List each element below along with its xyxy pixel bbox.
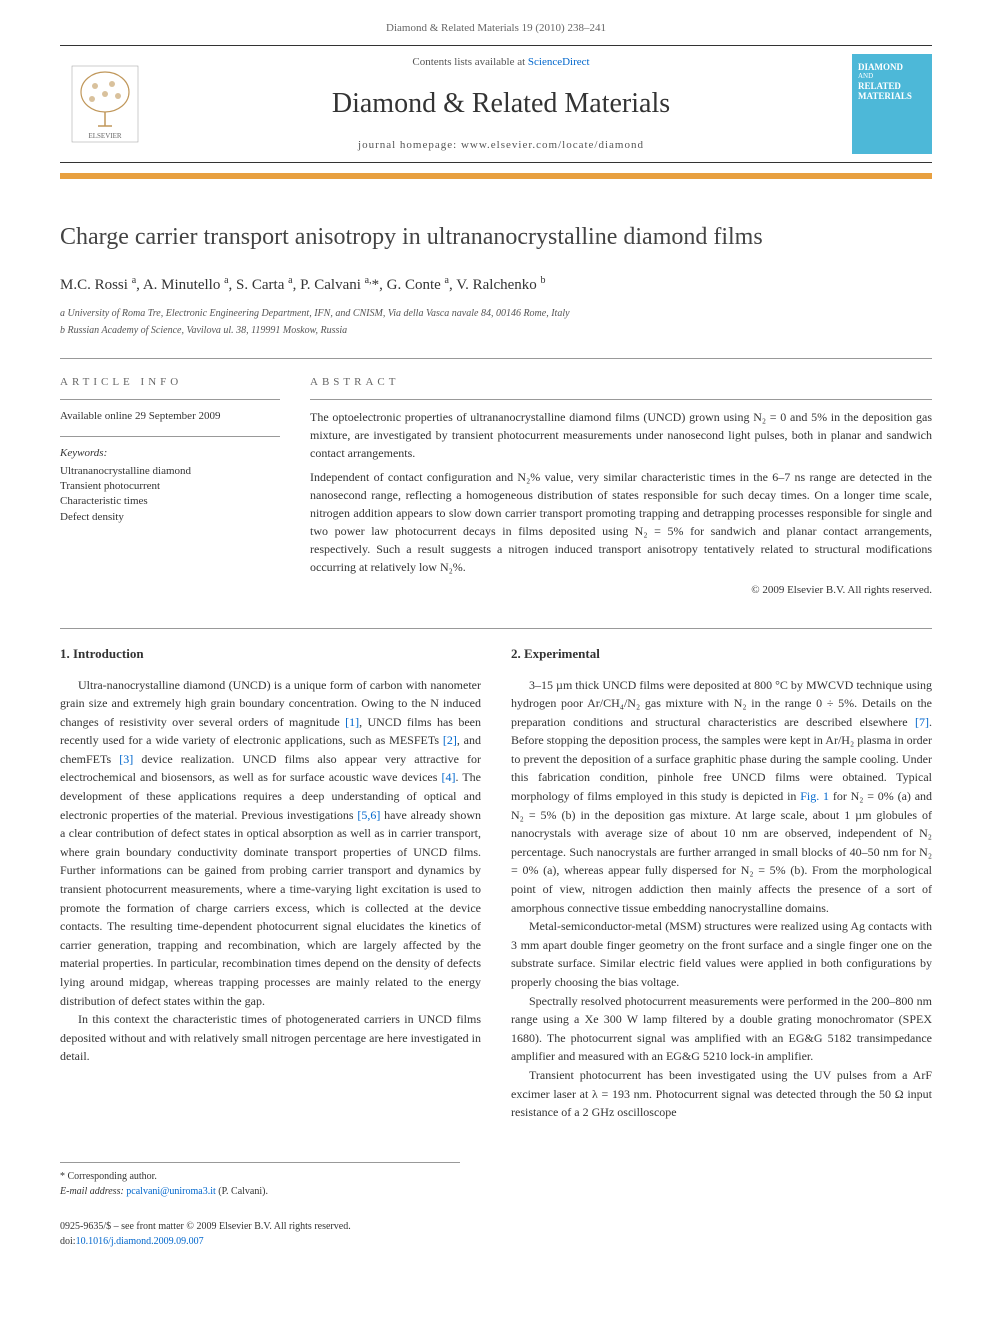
- journal-title: Diamond & Related Materials: [150, 83, 852, 125]
- cover-word-1: DIAMOND: [858, 62, 926, 73]
- doi-prefix: doi:: [60, 1236, 76, 1247]
- doi-link[interactable]: 10.1016/j.diamond.2009.09.007: [76, 1236, 204, 1247]
- affiliations: a University of Roma Tre, Electronic Eng…: [60, 306, 932, 338]
- body-paragraph: Metal-semiconductor-metal (MSM) structur…: [511, 917, 932, 991]
- issn-copyright-line: 0925-9635/$ – see front matter © 2009 El…: [60, 1219, 932, 1234]
- keyword: Ultrananocrystalline diamond: [60, 464, 280, 479]
- author-email-link[interactable]: pcalvani@uniroma3.it: [126, 1186, 215, 1197]
- running-head: Diamond & Related Materials 19 (2010) 23…: [0, 0, 992, 45]
- svg-text:ELSEVIER: ELSEVIER: [88, 132, 121, 140]
- body-paragraph: Transient photocurrent has been investig…: [511, 1066, 932, 1122]
- journal-homepage: journal homepage: www.elsevier.com/locat…: [150, 137, 852, 154]
- email-suffix: (P. Calvani).: [216, 1186, 268, 1197]
- article-footer: 0925-9635/$ – see front matter © 2009 El…: [60, 1219, 932, 1249]
- left-column: 1. Introduction Ultra-nanocrystalline di…: [60, 644, 481, 1122]
- accent-bar: [60, 173, 932, 179]
- elsevier-tree-icon: ELSEVIER: [70, 64, 140, 144]
- homepage-url: www.elsevier.com/locate/diamond: [461, 139, 644, 151]
- contents-prefix: Contents lists available at: [412, 56, 527, 68]
- abstract-paragraph: The optoelectronic properties of ultrana…: [310, 408, 932, 462]
- body-paragraph: Spectrally resolved photocurrent measure…: [511, 992, 932, 1066]
- author-list: M.C. Rossi a, A. Minutello a, S. Carta a…: [60, 273, 932, 297]
- abstract-block: ABSTRACT The optoelectronic properties o…: [310, 374, 932, 598]
- body-paragraph: In this context the characteristic times…: [60, 1010, 481, 1066]
- abstract-heading: ABSTRACT: [310, 374, 932, 391]
- cover-word-2: RELATED: [858, 81, 926, 92]
- affiliation-a: a University of Roma Tre, Electronic Eng…: [60, 306, 932, 321]
- journal-cover-thumbnail: DIAMOND AND RELATED MATERIALS: [852, 54, 932, 154]
- body-paragraph: 3–15 µm thick UNCD films were deposited …: [511, 676, 932, 918]
- citation-link[interactable]: [5,6]: [357, 808, 380, 822]
- publisher-logo: ELSEVIER: [60, 59, 150, 149]
- contents-available-line: Contents lists available at ScienceDirec…: [150, 54, 852, 71]
- citation-link[interactable]: [2]: [443, 733, 457, 747]
- cover-word-3: MATERIALS: [858, 91, 926, 102]
- cover-and: AND: [858, 72, 926, 80]
- section-divider: [60, 628, 932, 629]
- abstract-paragraph: Independent of contact configuration and…: [310, 468, 932, 576]
- figure-link[interactable]: Fig. 1: [800, 789, 829, 803]
- right-column: 2. Experimental 3–15 µm thick UNCD films…: [511, 644, 932, 1122]
- homepage-prefix: journal homepage:: [358, 139, 461, 151]
- keyword: Characteristic times: [60, 494, 280, 509]
- available-online-date: Available online 29 September 2009: [60, 408, 280, 425]
- email-label: E-mail address:: [60, 1186, 126, 1197]
- keywords-label: Keywords:: [60, 436, 280, 462]
- article-info-block: ARTICLE INFO Available online 29 Septemb…: [60, 374, 280, 598]
- citation-link[interactable]: [4]: [442, 770, 456, 784]
- article-title: Charge carrier transport anisotropy in u…: [60, 219, 932, 255]
- corresponding-author-footnote: * Corresponding author. E-mail address: …: [60, 1162, 460, 1199]
- experimental-heading: 2. Experimental: [511, 644, 932, 664]
- sciencedirect-link[interactable]: ScienceDirect: [528, 56, 590, 68]
- article-info-heading: ARTICLE INFO: [60, 374, 280, 391]
- journal-banner: ELSEVIER Contents lists available at Sci…: [60, 45, 932, 163]
- corresponding-label: * Corresponding author.: [60, 1169, 460, 1184]
- keyword: Transient photocurrent: [60, 479, 280, 494]
- citation-link[interactable]: [7]: [915, 715, 929, 729]
- citation-link[interactable]: [3]: [119, 752, 133, 766]
- affiliation-b: b Russian Academy of Science, Vavilova u…: [60, 323, 932, 338]
- abstract-copyright: © 2009 Elsevier B.V. All rights reserved…: [310, 582, 932, 599]
- body-paragraph: Ultra-nanocrystalline diamond (UNCD) is …: [60, 676, 481, 1011]
- intro-heading: 1. Introduction: [60, 644, 481, 664]
- keyword: Defect density: [60, 510, 280, 525]
- section-divider: [60, 358, 932, 359]
- citation-link[interactable]: [1]: [345, 715, 359, 729]
